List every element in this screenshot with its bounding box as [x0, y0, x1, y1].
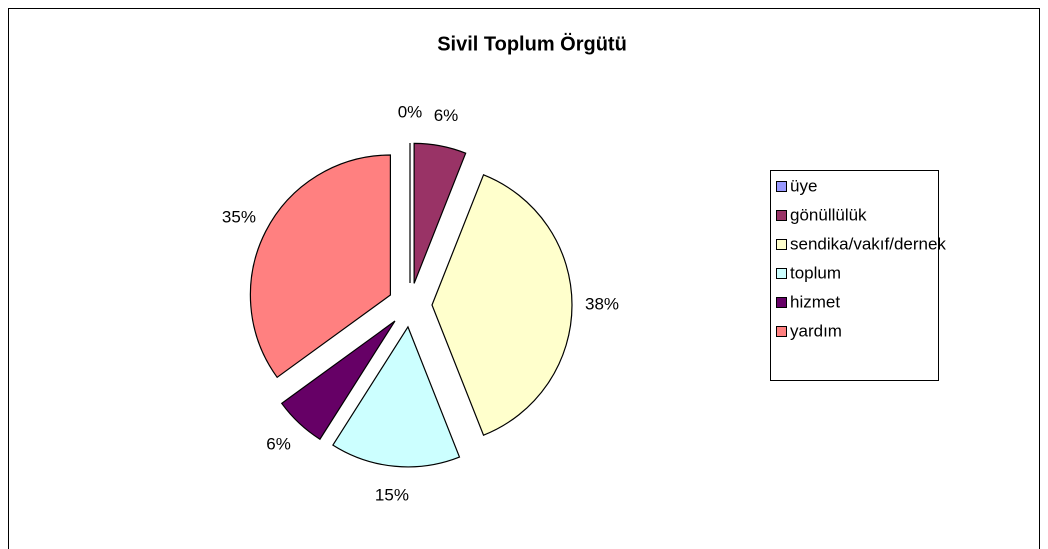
legend-swatch [776, 297, 787, 308]
legend-swatch [776, 326, 787, 337]
pie-slice [280, 320, 396, 441]
pie-slice [332, 325, 461, 468]
data-label: 0% [398, 102, 423, 121]
legend-label: hizmet [790, 292, 840, 311]
chart-title: Sivil Toplum Örgütü [437, 32, 627, 55]
legend-box [770, 170, 939, 381]
legend-swatch [776, 268, 787, 279]
legend-swatch [776, 210, 787, 221]
legend-label: gönüllülük [790, 205, 867, 224]
pie-slice [413, 142, 467, 284]
legend-label: sendika/vakıf/dernek [790, 234, 946, 253]
legend-label: toplum [790, 263, 841, 282]
pie-slice [431, 174, 573, 436]
data-label: 15% [375, 486, 409, 505]
pie-slice [249, 154, 391, 379]
data-label: 6% [266, 434, 291, 453]
data-label: 38% [585, 294, 619, 313]
legend-label: üye [790, 176, 817, 195]
legend-swatch [776, 181, 787, 192]
legend-swatch [776, 239, 787, 250]
data-label: 35% [222, 207, 256, 226]
legend-label: yardım [790, 321, 842, 340]
data-label: 6% [434, 106, 459, 125]
